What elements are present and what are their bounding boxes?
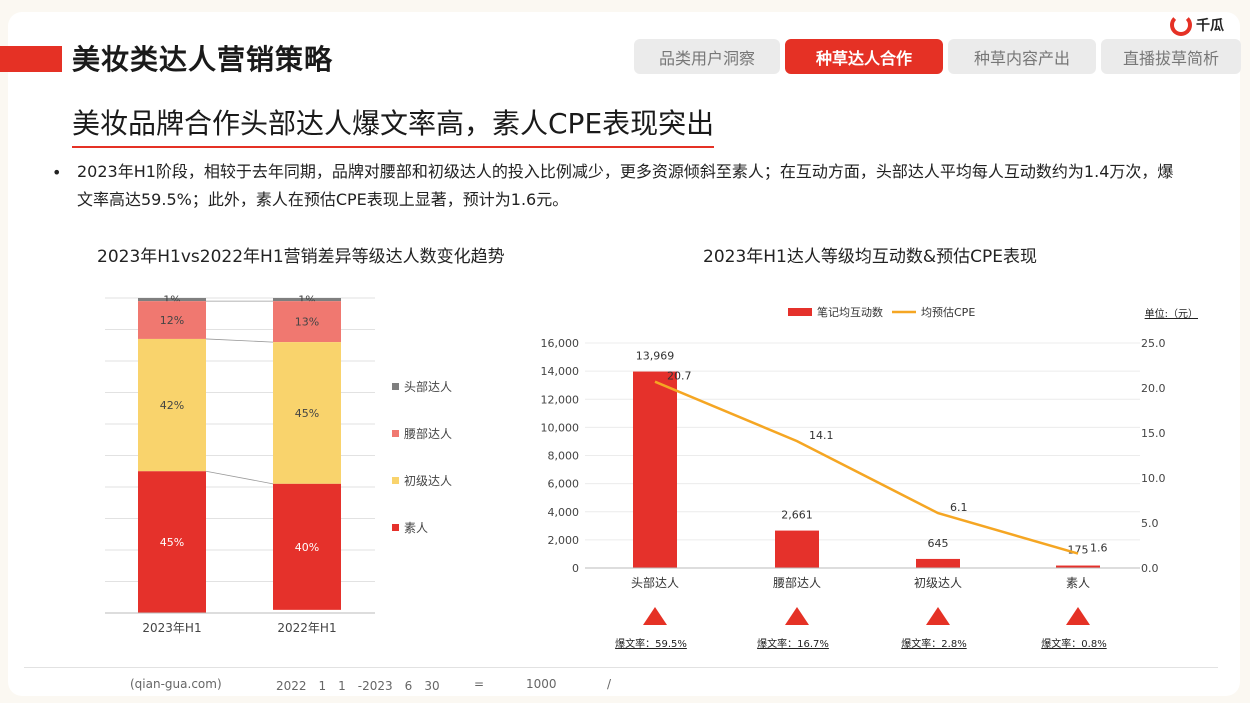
legend-swatch (392, 383, 399, 390)
y-tick-label: 10,000 (541, 421, 580, 434)
tab-category-user-insight[interactable]: 品类用户洞察 (634, 39, 780, 74)
cpe-value-label: 20.7 (667, 370, 692, 383)
page-title: 美妆类达人营销策略 (72, 43, 334, 76)
explosion-rate-label: 爆文率：59.5% (615, 637, 687, 650)
cpe-line (654, 380, 1079, 555)
bar-value-label: 13,969 (636, 350, 675, 363)
x-tick-label: 素人 (1066, 576, 1090, 590)
bar-segment (273, 298, 341, 302)
y-tick-label: 14,000 (541, 365, 580, 378)
y2-tick-label: 10.0 (1141, 472, 1166, 485)
up-triangle-icon (785, 607, 809, 625)
legend-swatch (392, 524, 399, 531)
footer-equals: = (474, 677, 485, 691)
left-chart-title: 2023年H1vs2022年H1营销差异等级达人数变化趋势 (97, 247, 505, 267)
bar-value-label: 175 (1068, 544, 1089, 557)
bar-segment (273, 301, 341, 343)
bar-segment (138, 338, 206, 472)
x-tick-label: 2023年H1 (142, 621, 201, 635)
unit-label: 单位:（元） (1145, 307, 1198, 320)
y2-tick-label: 0.0 (1141, 562, 1159, 575)
x-tick-label: 2022年H1 (277, 621, 336, 635)
tab-content-output[interactable]: 种草内容产出 (948, 39, 1096, 74)
up-triangle-icon (643, 607, 667, 625)
x-tick-label: 腰部达人 (773, 575, 821, 590)
up-triangle-icon (926, 607, 950, 625)
data-label: 13% (295, 316, 319, 329)
cpe-value-label: 1.6 (1090, 542, 1108, 555)
legend-label: 笔记均互动数 (817, 305, 883, 319)
y-tick-label: 2,000 (548, 534, 580, 547)
data-label: 45% (160, 536, 184, 549)
footer-divider (24, 667, 1218, 668)
right-chart-title: 2023年H1达人等级均互动数&预估CPE表现 (703, 247, 1037, 267)
legend-label: 腰部达人 (404, 426, 452, 441)
bar-segment (138, 301, 206, 339)
series-connector (205, 338, 274, 343)
legend-label: 头部达人 (404, 379, 452, 394)
explosion-rate-label: 爆文率：16.7% (757, 637, 829, 650)
y-tick-label: 4,000 (548, 506, 580, 519)
bar-segment (138, 298, 206, 302)
x-tick-label: 初级达人 (914, 576, 962, 590)
y-tick-label: 0 (572, 562, 579, 575)
y-tick-label: 12,000 (541, 393, 580, 406)
tab-kol-cooperation[interactable]: 种草达人合作 (785, 39, 943, 74)
brand-logo: 千瓜 (1170, 14, 1224, 36)
legend-swatch-bar (788, 308, 812, 316)
tab-live-conversion[interactable]: 直播拔草简析 (1101, 39, 1241, 74)
cpe-value-label: 6.1 (950, 501, 968, 514)
bar-segment (138, 471, 206, 613)
stacked-bar-chart: 1%12%42%45%1%13%45%40%2023年H1 2022年H1头部达人… (105, 294, 452, 635)
x-tick-label: 头部达人 (631, 575, 679, 590)
y-tick-label: 16,000 (541, 337, 580, 350)
data-label: 45% (295, 407, 319, 420)
bar (1056, 565, 1100, 568)
bar (633, 371, 677, 568)
y2-tick-label: 25.0 (1141, 337, 1166, 350)
y2-tick-label: 15.0 (1141, 427, 1166, 440)
data-label: 42% (160, 399, 184, 412)
logo-text: 千瓜 (1196, 18, 1224, 34)
summary-text: 2023年H1阶段，相较于去年同期，品牌对腰部和初级达人的投入比例减少，更多资源… (77, 162, 1174, 209)
title-accent-bar (0, 46, 62, 72)
y-tick-label: 8,000 (548, 450, 580, 463)
bullet-marker: • (52, 163, 62, 182)
explosion-rate-label: 爆文率：0.8% (1041, 637, 1106, 650)
data-label: 40% (295, 541, 319, 554)
qiangua-logo-icon (1170, 14, 1192, 36)
y2-tick-label: 20.0 (1141, 382, 1166, 395)
bar-segment (273, 483, 341, 610)
legend-swatch (392, 477, 399, 484)
footer-slash: / (607, 677, 612, 691)
bar-segment (273, 342, 341, 484)
footer-period: 2022 1 1 -2023 6 30 (276, 679, 440, 693)
slide-subtitle: 美妆品牌合作头部达人爆文率高，素人CPE表现突出 (72, 102, 715, 148)
data-label: 12% (160, 314, 184, 327)
up-triangle-icon (1066, 607, 1090, 625)
bar-value-label: 2,661 (781, 509, 813, 522)
bar (775, 530, 819, 568)
legend-swatch (392, 430, 399, 437)
y2-tick-label: 5.0 (1141, 517, 1159, 530)
series-connector (205, 470, 274, 485)
legend-label: 素人 (404, 521, 428, 535)
explosion-rate-label: 爆文率：2.8% (901, 637, 966, 650)
footer-number: 1000 (526, 677, 557, 691)
y-tick-label: 6,000 (548, 478, 580, 491)
bar (916, 558, 960, 568)
bar-value-label: 645 (928, 537, 949, 550)
cpe-value-label: 14.1 (809, 429, 834, 442)
combo-bar-line-chart: 0 2,000 4,000 6,000 8,000 10,000 12,000 14,000 1… (541, 305, 1199, 650)
footer-source: (qian-gua.com) (130, 677, 222, 691)
legend-label: 均预估CPE (921, 306, 975, 319)
legend-label: 初级达人 (404, 474, 452, 488)
